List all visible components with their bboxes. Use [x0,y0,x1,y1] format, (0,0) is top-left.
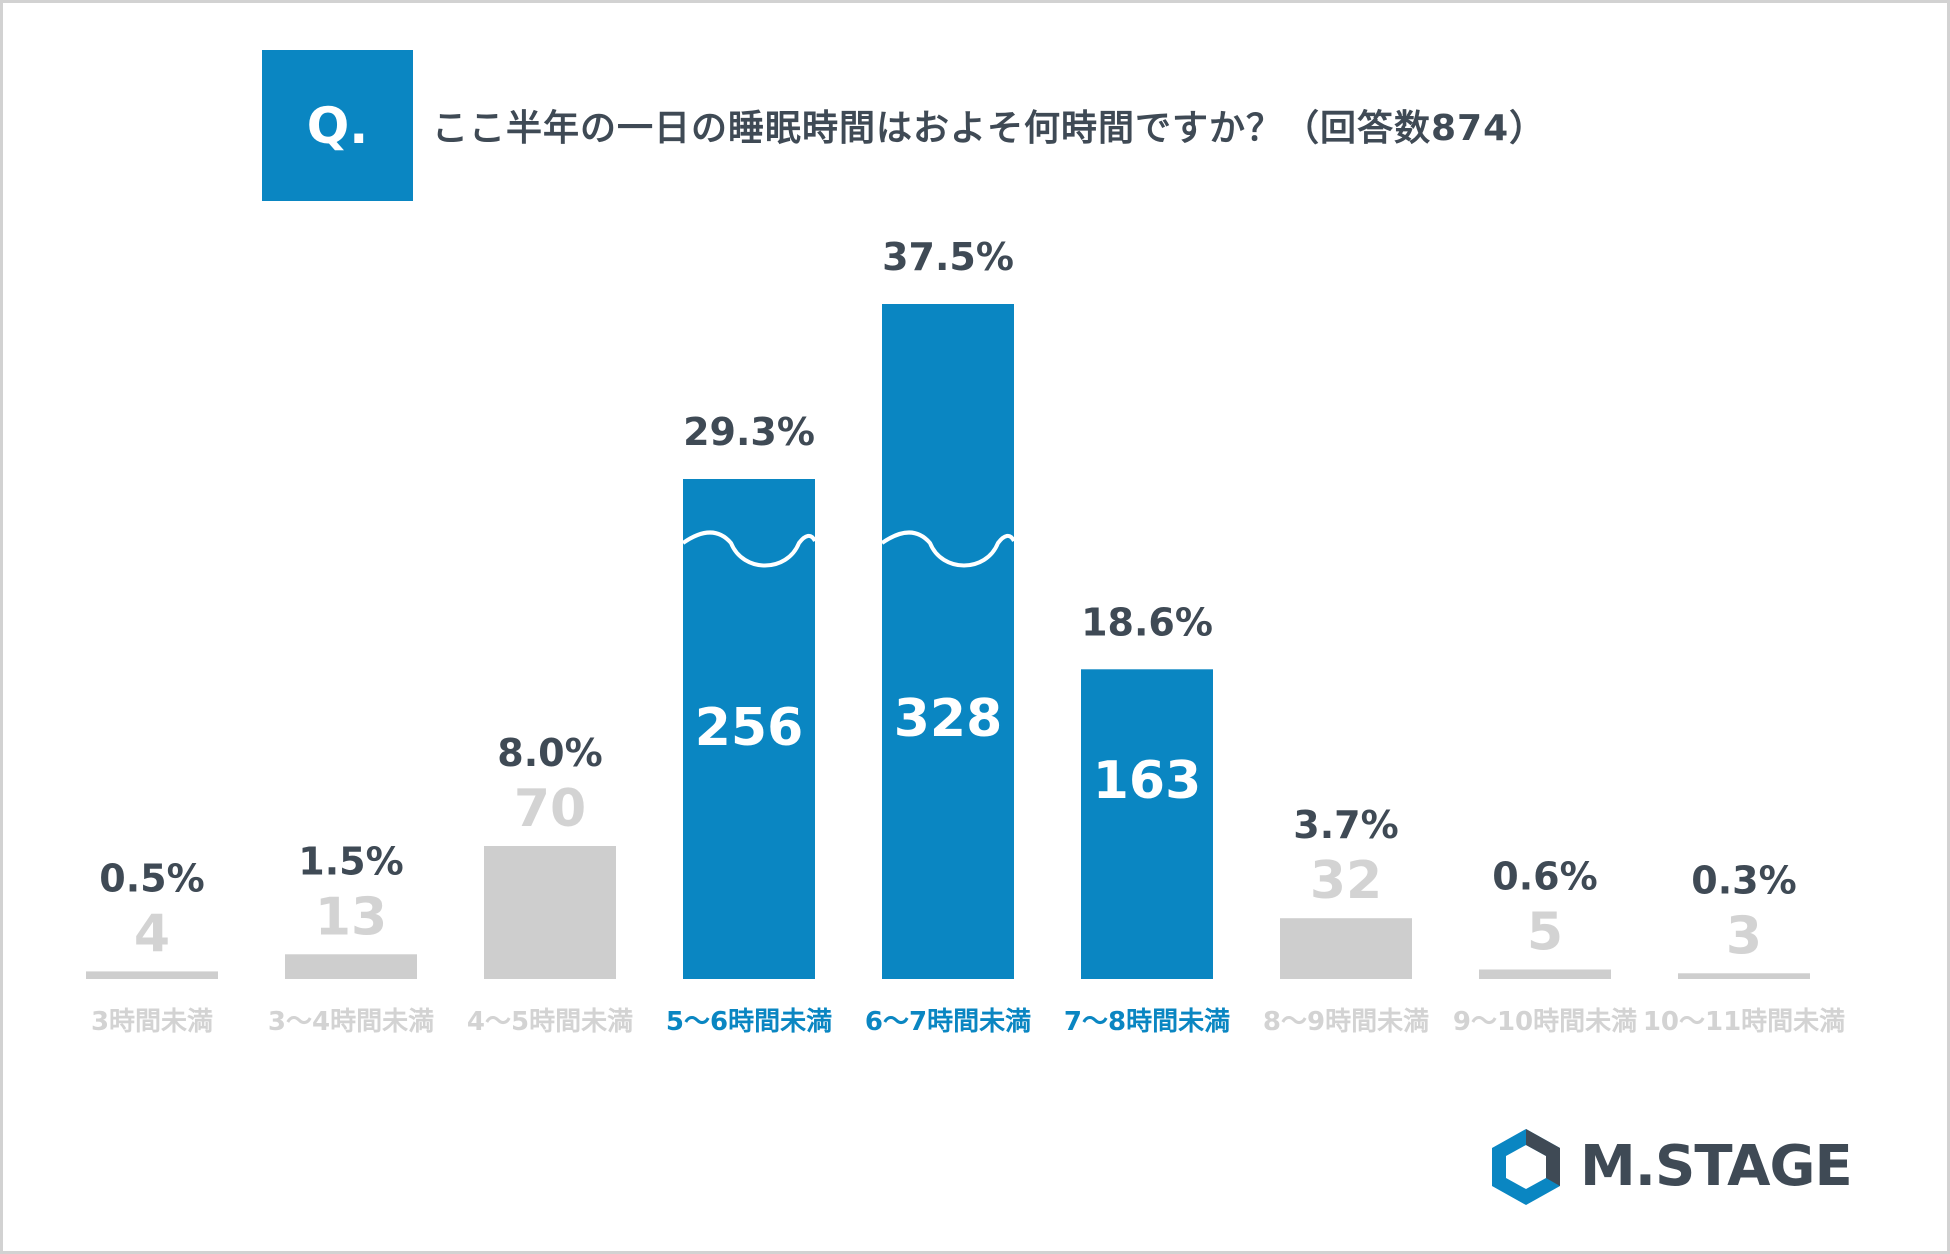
percentage-label-4: 29.3% [683,410,815,454]
percentage-label-7: 3.7% [1293,803,1398,847]
chart-title: ここ半年の一日の睡眠時間はおよそ何時間ですか？（回答数874） [432,108,1547,149]
category-label-5: 6〜7時間未満 [865,1007,1031,1037]
count-label-2: 13 [315,887,387,947]
count-label-7: 32 [1310,851,1382,911]
axis-break-wave-5 [880,530,1016,568]
category-label-9: 10〜11時間未満 [1643,1007,1845,1037]
percentage-label-2: 1.5% [298,839,403,883]
percentage-label-6: 18.6% [1081,600,1213,644]
count-label-9: 3 [1726,906,1762,966]
bar-2 [285,954,417,979]
count-label-3: 70 [514,779,586,839]
category-label-4: 5〜6時間未満 [666,1007,832,1037]
percentage-label-9: 0.3% [1691,858,1796,902]
percentage-label-1: 0.5% [99,856,204,900]
category-label-7: 8〜9時間未満 [1263,1007,1429,1037]
count-label-5: 328 [894,689,1003,749]
percentage-label-8: 0.6% [1492,855,1597,899]
bar-6 [1081,669,1213,979]
bar-8 [1479,969,1611,979]
bar-3 [484,846,616,979]
category-label-3: 4〜5時間未満 [467,1007,633,1037]
category-label-2: 3〜4時間未満 [268,1007,434,1037]
category-label-1: 3時間未満 [91,1007,213,1037]
count-label-1: 4 [134,904,170,964]
brand-name: M.STAGE [1580,1134,1853,1199]
percentage-label-5: 37.5% [882,235,1014,279]
question-badge-label: Q. [306,96,369,155]
count-label-4: 256 [695,698,804,758]
percentage-label-3: 8.0% [497,731,602,775]
bar-5 [882,304,1014,979]
bar-9 [1678,973,1810,979]
bar-1 [86,971,218,979]
mstage-logo-icon [1492,1129,1560,1205]
count-label-8: 5 [1527,903,1563,963]
bar-7 [1280,918,1412,979]
question-badge: Q. [262,50,413,201]
count-label-6: 163 [1093,751,1202,811]
axis-break-wave-4 [681,530,817,568]
category-label-8: 9〜10時間未満 [1453,1007,1637,1037]
category-label-6: 7〜8時間未満 [1064,1007,1230,1037]
